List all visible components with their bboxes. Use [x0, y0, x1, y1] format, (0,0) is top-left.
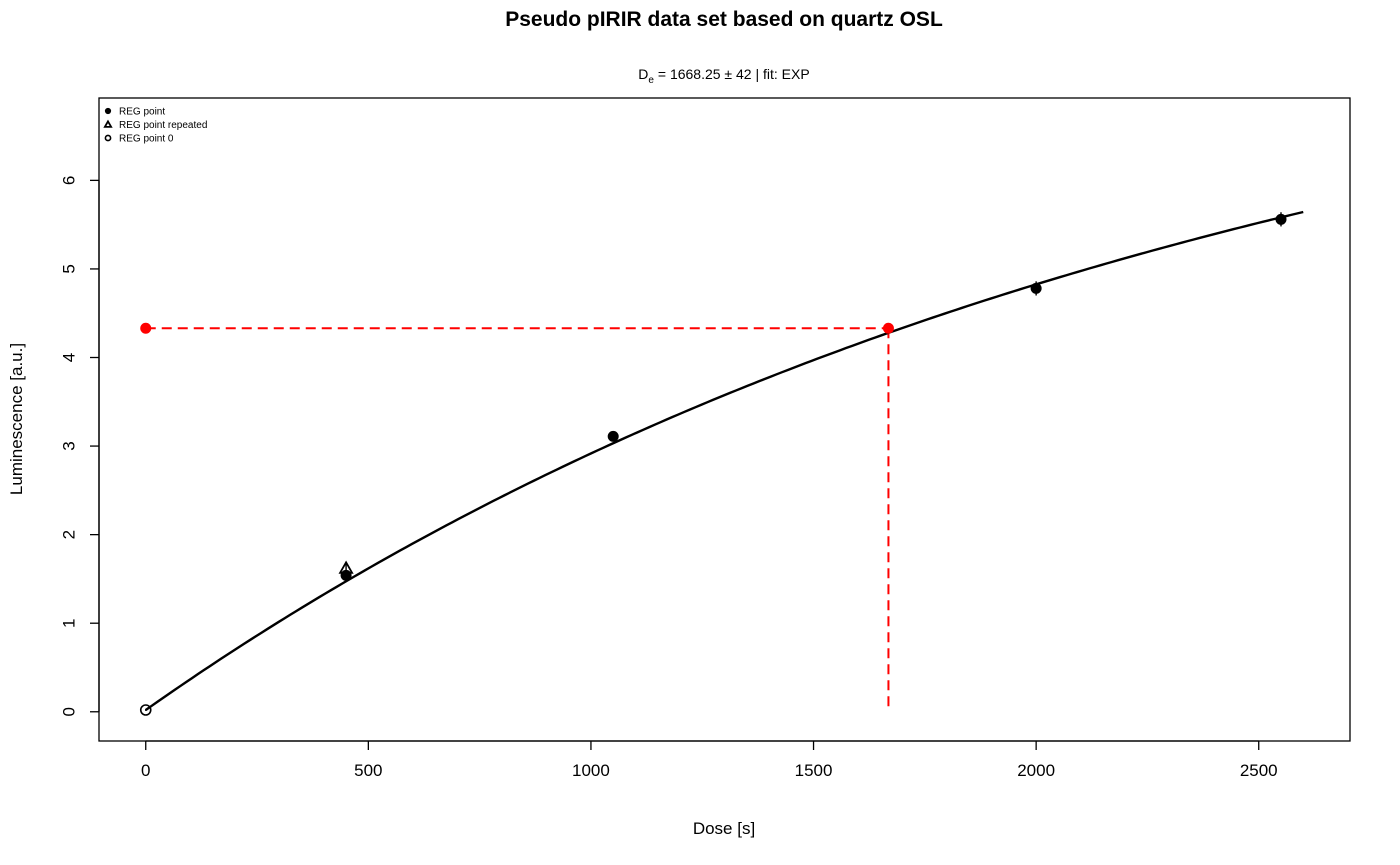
de-guide-lines: [145, 327, 890, 712]
y-tick-label: 6: [60, 176, 79, 185]
y-tick-label: 2: [60, 530, 79, 539]
data-point: [1275, 213, 1287, 225]
x-tick-label: 1000: [572, 761, 610, 780]
chart-subtitle: De = 1668.25 ± 42 | fit: EXP: [638, 66, 809, 86]
subtitle-symbol: D: [638, 66, 648, 82]
legend-label: REG point 0: [119, 134, 174, 145]
legend-marker: [103, 119, 113, 128]
x-tick-label: 1500: [795, 761, 833, 780]
fit-curve: [145, 210, 1304, 711]
chart-title: Pseudo pIRIR data set based on quartz OS…: [505, 8, 943, 31]
data-point: [1030, 282, 1042, 294]
plot-frame: [98, 97, 1351, 742]
y-tick-label: 1: [60, 618, 79, 627]
subtitle-text: = 1668.25 ± 42 | fit: EXP: [654, 66, 810, 82]
x-tick-label: 2500: [1240, 761, 1278, 780]
data-point: [139, 704, 152, 716]
x-tick-label: 2000: [1017, 761, 1055, 780]
natural-signal-point: [140, 322, 152, 334]
data-points-layer: [139, 212, 1287, 716]
subtitle-subscript: e: [648, 75, 654, 86]
legend: REG point REG point repeated REG point 0: [103, 107, 207, 145]
y-tick-label: 3: [60, 441, 79, 450]
y-tick-label: 5: [60, 264, 79, 273]
legend-label: REG point repeated: [119, 120, 207, 131]
x-tick-label: 500: [354, 761, 382, 780]
data-point: [338, 560, 354, 574]
x-tick-label: 0: [141, 761, 150, 780]
de-point: [882, 322, 894, 334]
x-axis-label: Dose [s]: [693, 819, 755, 838]
y-tick-label: 4: [60, 353, 79, 362]
legend-label: REG point: [119, 107, 165, 118]
fit-curve-layer: [145, 210, 1304, 711]
y-axis-label: Luminescence [a.u.]: [7, 343, 26, 495]
x-axis: 0 500 1000 1500 2000 2500: [141, 740, 1278, 780]
legend-marker: [104, 107, 112, 115]
data-point: [607, 430, 619, 442]
legend-marker: [104, 134, 112, 142]
y-tick-label: 0: [60, 707, 79, 716]
y-axis: 0 1 2 3 4 5 6: [60, 176, 100, 717]
